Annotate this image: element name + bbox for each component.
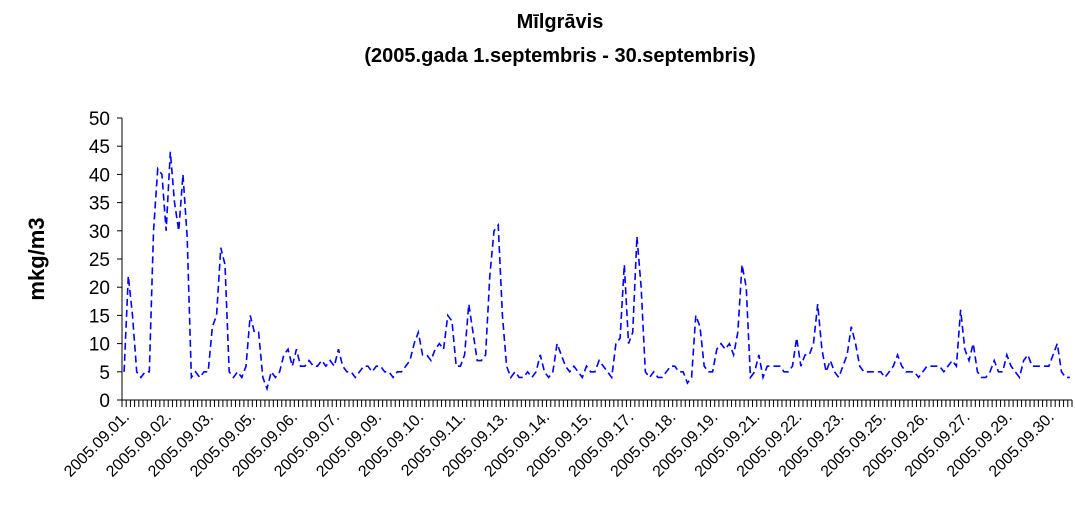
chart-subtitle: (2005.gada 1.septembris - 30.septembris): [364, 45, 755, 67]
y-tick-label: 10: [89, 335, 110, 356]
y-tick-label: 5: [99, 363, 110, 384]
data-line: [123, 151, 1070, 392]
y-axis-label: mkg/m3: [24, 217, 49, 300]
y-tick-label: 25: [89, 250, 110, 271]
y-tick-label: 30: [89, 222, 110, 243]
chart-title: Mīlgrāvis: [517, 11, 604, 33]
y-tick-label: 15: [89, 306, 110, 327]
y-tick-label: 20: [89, 278, 110, 299]
y-tick-label: 45: [89, 137, 110, 158]
y-tick-label: 50: [89, 109, 110, 130]
y-tick-label: 0: [99, 391, 110, 412]
y-tick-label: 35: [89, 194, 110, 215]
y-tick-label: 40: [89, 165, 110, 186]
